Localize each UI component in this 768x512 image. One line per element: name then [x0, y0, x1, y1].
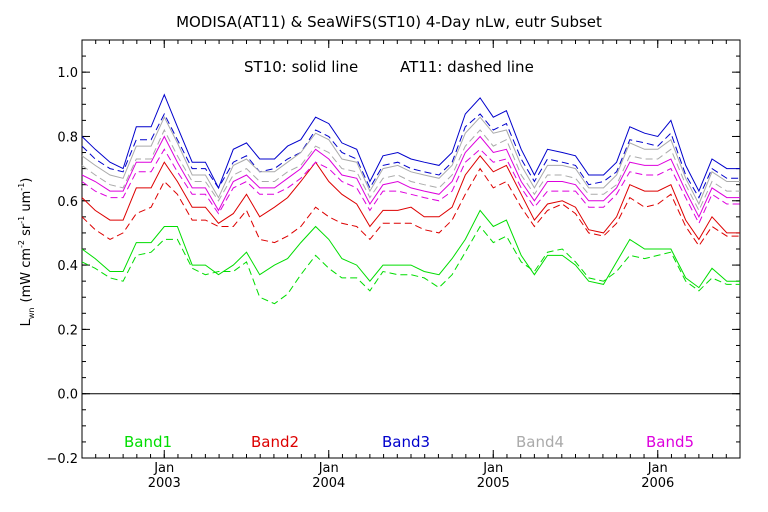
y-axis-units-mid2: um: [19, 191, 34, 216]
y-tick-label: 0.4: [57, 259, 78, 274]
series-line-band1-st10: [81, 209, 740, 289]
x-tick-month-label: Jan: [153, 461, 174, 476]
series-line-band2-at11: [81, 167, 740, 247]
series-line-band3-st10: [81, 93, 740, 193]
series-line-band2-st10: [81, 154, 740, 241]
x-tick-year-label: 2004: [312, 476, 345, 491]
x-tick-month-label: Jan: [318, 461, 339, 476]
y-tick-label: 0.2: [57, 323, 78, 338]
svg-text:Lwn(mW cm-2 sr-1 um-1): Lwn(mW cm-2 sr-1 um-1): [17, 178, 36, 327]
chart-title: MODISA(AT11) & SeaWiFS(ST10) 4-Day nLw, …: [176, 13, 602, 31]
y-axis-exp-2: -1: [17, 216, 26, 224]
y-axis-units-mid: sr: [19, 223, 34, 240]
series-line-band5-st10: [81, 135, 740, 218]
legend-item-band5: Band5: [646, 433, 694, 451]
y-axis: −0.2 0.0 0.2 0.4 0.6 0.8 1.0: [46, 39, 740, 467]
x-tick-year-label: 2003: [148, 476, 181, 491]
annotation-solid-line: ST10: solid line: [244, 58, 358, 76]
y-axis-exp-1: -2: [17, 240, 26, 248]
y-axis-subscript: wn: [27, 308, 36, 320]
y-tick-label: 0.6: [57, 195, 78, 210]
plot-frame: [81, 39, 741, 459]
y-axis-title: Lwn(mW cm-2 sr-1 um-1): [17, 178, 36, 327]
legend-item-band1: Band1: [124, 433, 172, 451]
y-tick-label: 0.0: [57, 388, 78, 403]
y-axis-symbol: L: [19, 318, 34, 326]
y-tick-label: 1.0: [57, 66, 78, 81]
legend: Band1 Band2 Band3 Band4 Band5: [124, 433, 694, 451]
legend-item-band3: Band3: [382, 433, 430, 451]
x-tick-month-label: Jan: [482, 461, 503, 476]
series-group: [81, 93, 740, 305]
x-tick-month-label: Jan: [647, 461, 668, 476]
y-tick-label: 0.8: [57, 130, 78, 145]
series-line-band4-st10: [81, 116, 740, 206]
legend-item-band2: Band2: [251, 433, 299, 451]
series-line-band5-at11: [81, 148, 740, 225]
y-tick-label: −0.2: [46, 452, 78, 467]
x-tick-year-label: 2006: [641, 476, 674, 491]
x-tick-year-label: 2005: [477, 476, 510, 491]
y-axis-units-pre: (mW cm: [19, 248, 34, 303]
annotation-dashed-line: AT11: dashed line: [400, 58, 534, 76]
legend-item-band4: Band4: [516, 433, 564, 451]
series-line-band3-at11: [81, 112, 740, 199]
y-axis-units-post: ): [19, 178, 34, 183]
y-axis-exp-3: -1: [17, 183, 26, 191]
series-line-band4-at11: [81, 128, 740, 212]
